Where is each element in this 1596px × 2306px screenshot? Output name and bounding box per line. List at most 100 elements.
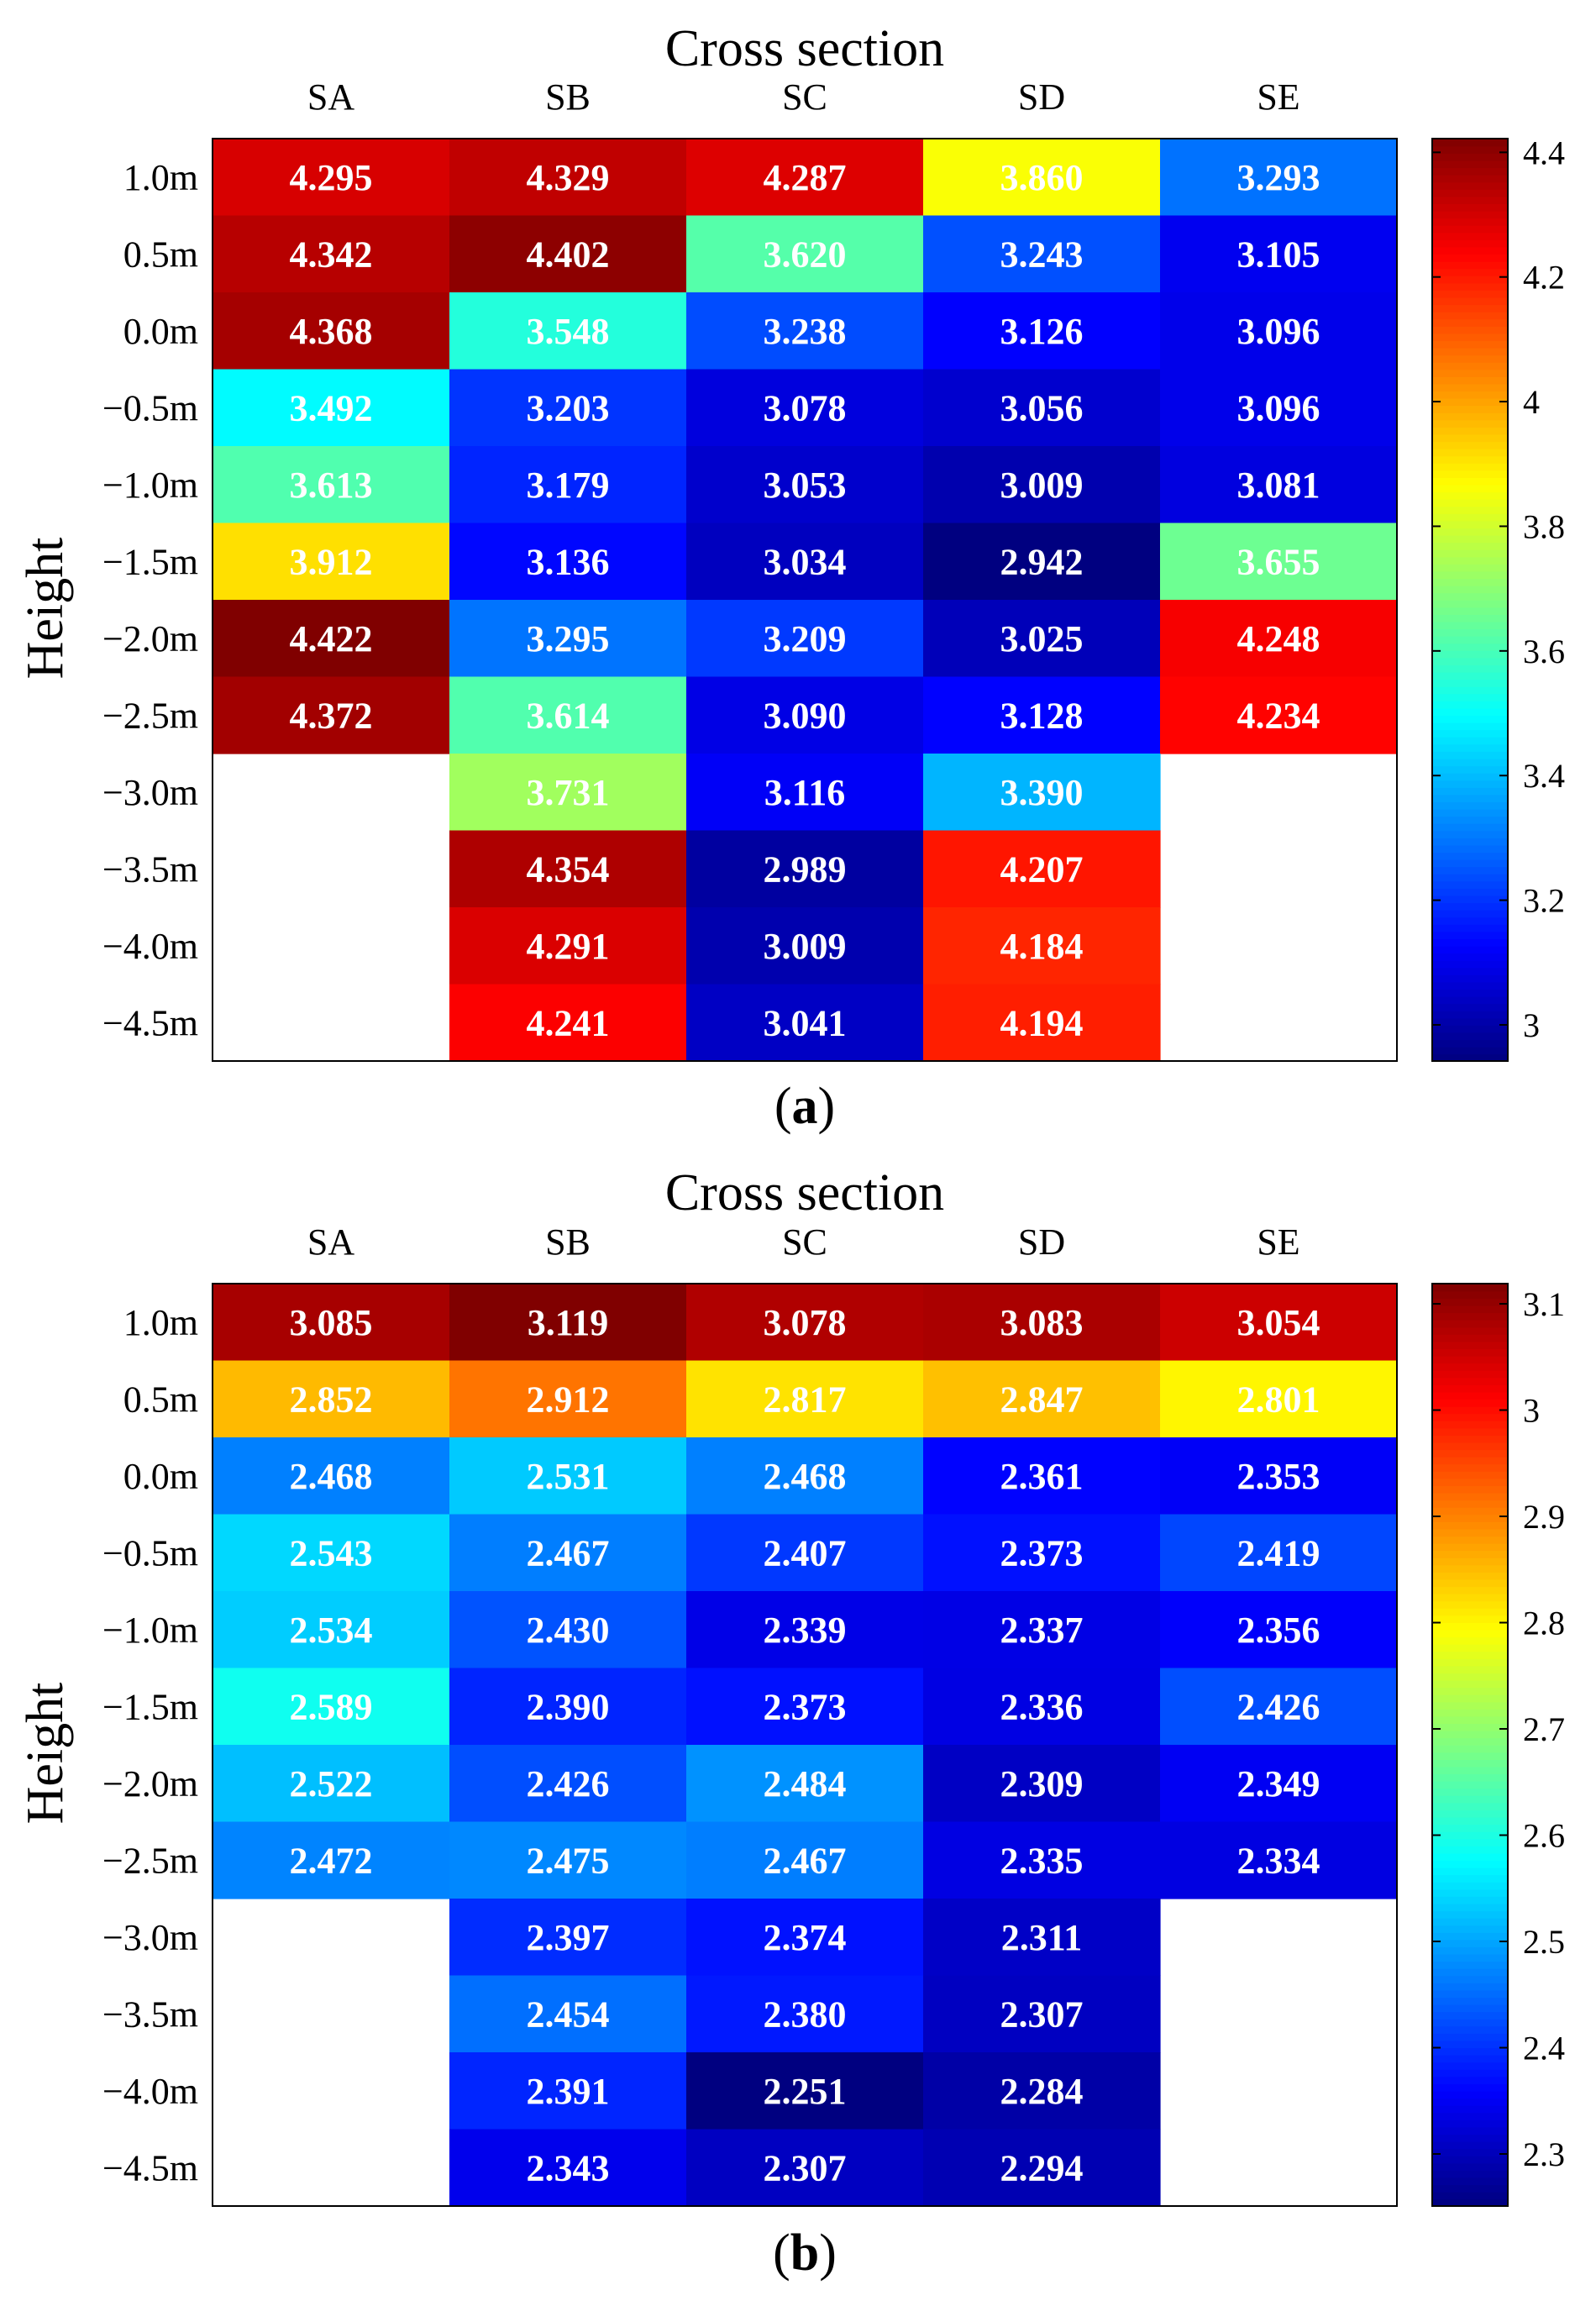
heatmap-cell [449, 215, 687, 293]
colorbar-segment [1432, 361, 1508, 370]
colorbar-segment [1432, 260, 1508, 270]
colorbar-segment [1432, 1694, 1508, 1703]
colorbar-segment [1432, 1003, 1508, 1011]
heatmap-cell [923, 292, 1161, 370]
colorbar-tick-label: 2.3 [1523, 2135, 1565, 2173]
cell-value-label: 3.492 [290, 387, 373, 428]
heatmap-cell [1160, 676, 1398, 754]
heatmap-cell [213, 1745, 450, 1823]
heatmap-cell [686, 523, 924, 601]
heatmap-cell [449, 1514, 687, 1592]
colorbar-segment [1432, 1802, 1508, 1811]
heatmap-cell [1160, 139, 1398, 217]
heatmap-cell [686, 215, 924, 293]
cell-value-label: 3.116 [764, 772, 846, 813]
colorbar-segment [1432, 1053, 1508, 1062]
y-axis-label: Height [17, 538, 74, 680]
cell-value-label: 4.194 [1000, 1002, 1084, 1043]
heatmap-cell [1160, 1284, 1398, 1362]
colorbar-segment [1432, 433, 1508, 443]
colorbar-tick-label: 3.4 [1523, 757, 1565, 795]
colorbar-segment [1432, 570, 1508, 580]
colorbar-segment [1432, 715, 1508, 723]
y-axis-label: Height [17, 1683, 74, 1825]
colorbar-segment [1432, 621, 1508, 630]
row-label: −4.5m [102, 1002, 198, 1043]
colorbar-segment [1432, 844, 1508, 854]
colorbar-segment [1432, 1391, 1508, 1400]
colorbar-segment [1432, 268, 1508, 276]
heatmap-cell [449, 1591, 687, 1669]
colorbar-segment [1432, 945, 1508, 954]
cell-value-label: 3.083 [1000, 1302, 1084, 1343]
heatmap-cell [923, 600, 1161, 678]
cell-value-label: 3.203 [527, 387, 610, 428]
cell-value-label: 2.534 [290, 1610, 373, 1651]
colorbar-segment [1432, 311, 1508, 320]
colorbar-segment [1432, 808, 1508, 817]
colorbar-segment [1432, 701, 1508, 709]
colorbar-segment [1432, 679, 1508, 687]
cell-value-label: 2.419 [1237, 1532, 1320, 1573]
colorbar-segment [1432, 297, 1508, 306]
colorbar-segment [1432, 232, 1508, 240]
colorbar-segment [1432, 455, 1508, 464]
cell-value-label: 2.543 [290, 1532, 373, 1573]
colorbar-segment [1432, 412, 1508, 421]
heatmap-cell [1160, 1591, 1398, 1669]
colorbar-segment [1432, 780, 1508, 788]
colorbar-segment [1432, 866, 1508, 875]
heatmap-cell [449, 1821, 687, 1899]
heatmap-cell [213, 292, 450, 370]
cell-value-label: 2.307 [1000, 1993, 1084, 2035]
heatmap-cell [449, 1668, 687, 1746]
colorbar-segment [1432, 1953, 1508, 1962]
heatmap-cell [1160, 292, 1398, 370]
colorbar-segment [1432, 787, 1508, 796]
heatmap-cell [1160, 446, 1398, 524]
colorbar-segment [1432, 1363, 1508, 1371]
colorbar-segment [1432, 2025, 1508, 2034]
heatmap-cell [923, 1514, 1161, 1592]
cell-value-label: 3.056 [1000, 387, 1084, 428]
colorbar-segment [1432, 1492, 1508, 1501]
column-label: SD [1018, 76, 1065, 118]
colorbar-segment [1432, 139, 1508, 147]
colorbar-segment [1432, 1903, 1508, 1912]
colorbar-frame [1431, 138, 1509, 1062]
colorbar-segment [1432, 520, 1508, 529]
colorbar-segment [1432, 685, 1508, 695]
row-label: −4.0m [102, 2071, 198, 2112]
colorbar-segment [1432, 974, 1508, 983]
colorbar-segment [1432, 1334, 1508, 1342]
heatmap-cell [686, 1591, 924, 1669]
heatmap-cell [1160, 1668, 1398, 1746]
colorbar-segment [1432, 1025, 1508, 1033]
colorbar-segment [1432, 506, 1508, 514]
colorbar-segment [1432, 1989, 1508, 1999]
colorbar-segment [1432, 2170, 1508, 2178]
colorbar-segment [1432, 1723, 1508, 1731]
cell-value-label: 3.238 [764, 311, 847, 352]
colorbar-segment [1432, 981, 1508, 990]
column-label: SC [782, 1221, 827, 1263]
cell-value-label: 2.817 [764, 1379, 847, 1420]
heatmap-cell [686, 292, 924, 370]
colorbar-segment [1432, 2062, 1508, 2070]
cell-value-label: 2.336 [1000, 1686, 1084, 1727]
heatmap-cell [449, 523, 687, 601]
colorbar-segment [1432, 1629, 1508, 1638]
heatmap-cell [686, 1821, 924, 1899]
heatmap-cell [1160, 600, 1398, 678]
row-label: −2.0m [102, 1763, 198, 1804]
heatmap-cell [449, 1284, 687, 1362]
colorbar-segment [1432, 470, 1508, 478]
colorbar-segment [1432, 174, 1508, 183]
colorbar-segment [1432, 1298, 1508, 1306]
row-label: −3.0m [102, 772, 198, 813]
cell-value-label: 3.655 [1237, 541, 1320, 582]
colorbar-segment [1432, 2090, 1508, 2099]
cell-value-label: 2.467 [527, 1532, 610, 1573]
colorbar-tick-label: 4 [1523, 383, 1540, 421]
colorbar-segment [1432, 1961, 1508, 1969]
